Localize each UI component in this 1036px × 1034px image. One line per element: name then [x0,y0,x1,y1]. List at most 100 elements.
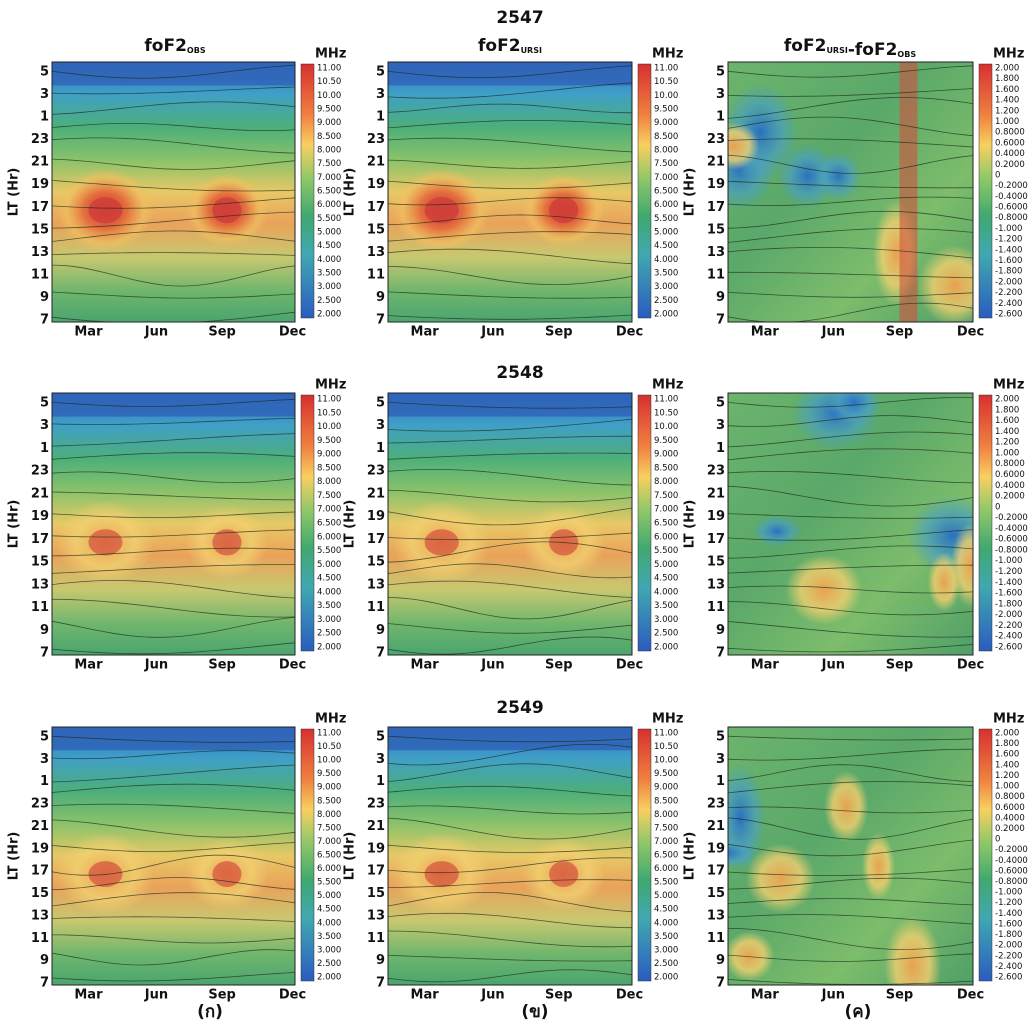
colorbar-label: -0.8000 [995,877,1028,887]
year-title: 2549 [496,698,543,718]
night-band [388,727,632,751]
colorbar-label: 8.500 [654,132,678,142]
contour-line [52,803,295,814]
y-tick-label: 23 [367,132,385,147]
colorbar-label: 10.00 [654,756,678,766]
colorbar-label: 2.500 [317,629,341,639]
y-tick-label: 11 [707,600,725,615]
x-tick-label: Dec [616,325,643,340]
colorbar-label: 1.800 [995,74,1019,84]
contour-line [728,979,973,985]
colorbar-label: 7.500 [317,823,341,833]
y-tick-label: 3 [40,752,49,767]
colorbar-label: 2.500 [654,629,678,639]
contour-group [388,393,632,655]
hot-core [212,197,242,224]
contour-line [52,417,295,425]
contour-line [728,621,973,638]
colorbar-label: 6.500 [317,187,341,197]
hot-core [88,197,123,224]
year-title: 2548 [496,363,543,383]
colorbar-label: 3.000 [317,945,341,955]
colorbar-label: 0 [995,170,1000,180]
column-header: foF2URSI [478,36,542,56]
contour-line [728,817,973,840]
y-tick-label: 7 [376,976,385,991]
y-tick-label: 17 [31,532,49,547]
contour-line [388,879,632,888]
colorbar-label: -1.200 [995,235,1022,245]
colorbar [300,63,315,319]
colorbar-label: 11.00 [654,729,678,739]
colorbar-label: -0.2000 [995,845,1028,855]
colorbar-label: 9.500 [654,105,678,115]
hot-core [424,861,459,887]
y-tick-label: 5 [716,65,725,80]
colorbar-label: 10.50 [654,77,678,87]
colorbar-label: 2.500 [654,959,678,969]
panel: 5 3 1 23 21 19 17 15 13 11 9 7 LT (Hr) Mar Jun Sep Dec MH… [683,378,1028,673]
colorbar-label: -2.000 [995,610,1022,620]
night-band [52,393,295,417]
contour-line [728,431,973,448]
contour-group [52,727,295,982]
contour-line [388,137,632,153]
x-tick-label: Jun [480,988,504,1003]
contour-line [728,735,973,741]
y-tick-label: 19 [707,841,725,856]
y-tick-label: 23 [367,464,385,479]
contour-line [52,877,295,890]
panel: 5 3 1 23 21 19 17 15 13 11 9 7 LT (Hr) Mar Jun Sep Dec MH… [343,712,684,1003]
y-axis-label: LT (Hr) [343,832,358,881]
contour-line [728,210,973,229]
x-tick-label: Mar [411,988,440,1003]
x-tick-label: Sep [208,988,236,1003]
colorbar-label: 4.500 [654,241,678,251]
y-tick-label: 17 [367,200,385,215]
contour-group [728,62,973,322]
y-tick-label: 15 [367,886,385,901]
blob [745,843,816,913]
y-tick-label: 15 [367,222,385,237]
x-tick-label: Jun [480,658,504,673]
y-tick-label: 9 [40,290,49,305]
colorbar-label: 1.800 [995,405,1019,415]
x-tick-label: Mar [411,658,440,673]
y-tick-label: 17 [707,532,725,547]
colorbar-label: 4.000 [317,918,341,928]
y-tick-label: 19 [367,841,385,856]
colorbar-label: 8.500 [317,796,341,806]
night-band [388,393,632,417]
contour-line [52,949,295,966]
x-tick-label: Mar [751,325,780,340]
contour-line [388,844,632,853]
contour-line [388,489,632,503]
contour-line [52,86,295,95]
x-tick-label: Sep [886,325,914,340]
y-tick-label: 9 [716,290,725,305]
colorbar-label: 8.500 [317,463,341,473]
x-tick-label: Dec [957,325,984,340]
colorbar-label: -0.6000 [995,866,1028,876]
y-tick-label: 3 [716,87,725,102]
colorbar-label: 7.000 [654,837,678,847]
contour-line [388,248,632,265]
contour-line [388,912,632,929]
colorbar-label: 11.00 [317,64,341,74]
x-tick-label: Jun [144,988,168,1003]
panel-label: (ข) [521,1002,548,1022]
panel: 5 3 1 23 21 19 17 15 13 11 9 7 LT (Hr) Mar Jun Sep Dec MH… [683,47,1028,340]
colorbar-label: -1.200 [995,567,1022,577]
contour-line [388,563,632,579]
colorbar-label: 7.000 [317,173,341,183]
y-axis-label: LT (Hr) [683,500,698,549]
y-tick-label: 15 [31,886,49,901]
contour-line [728,898,973,906]
colorbar-label: 3.500 [654,601,678,611]
colorbar-label: 5.500 [654,214,678,224]
contour-group [388,727,632,983]
contour-line [388,785,632,797]
colorbar-label: -2.400 [995,962,1022,972]
colorbar-label: 5.000 [317,891,341,901]
